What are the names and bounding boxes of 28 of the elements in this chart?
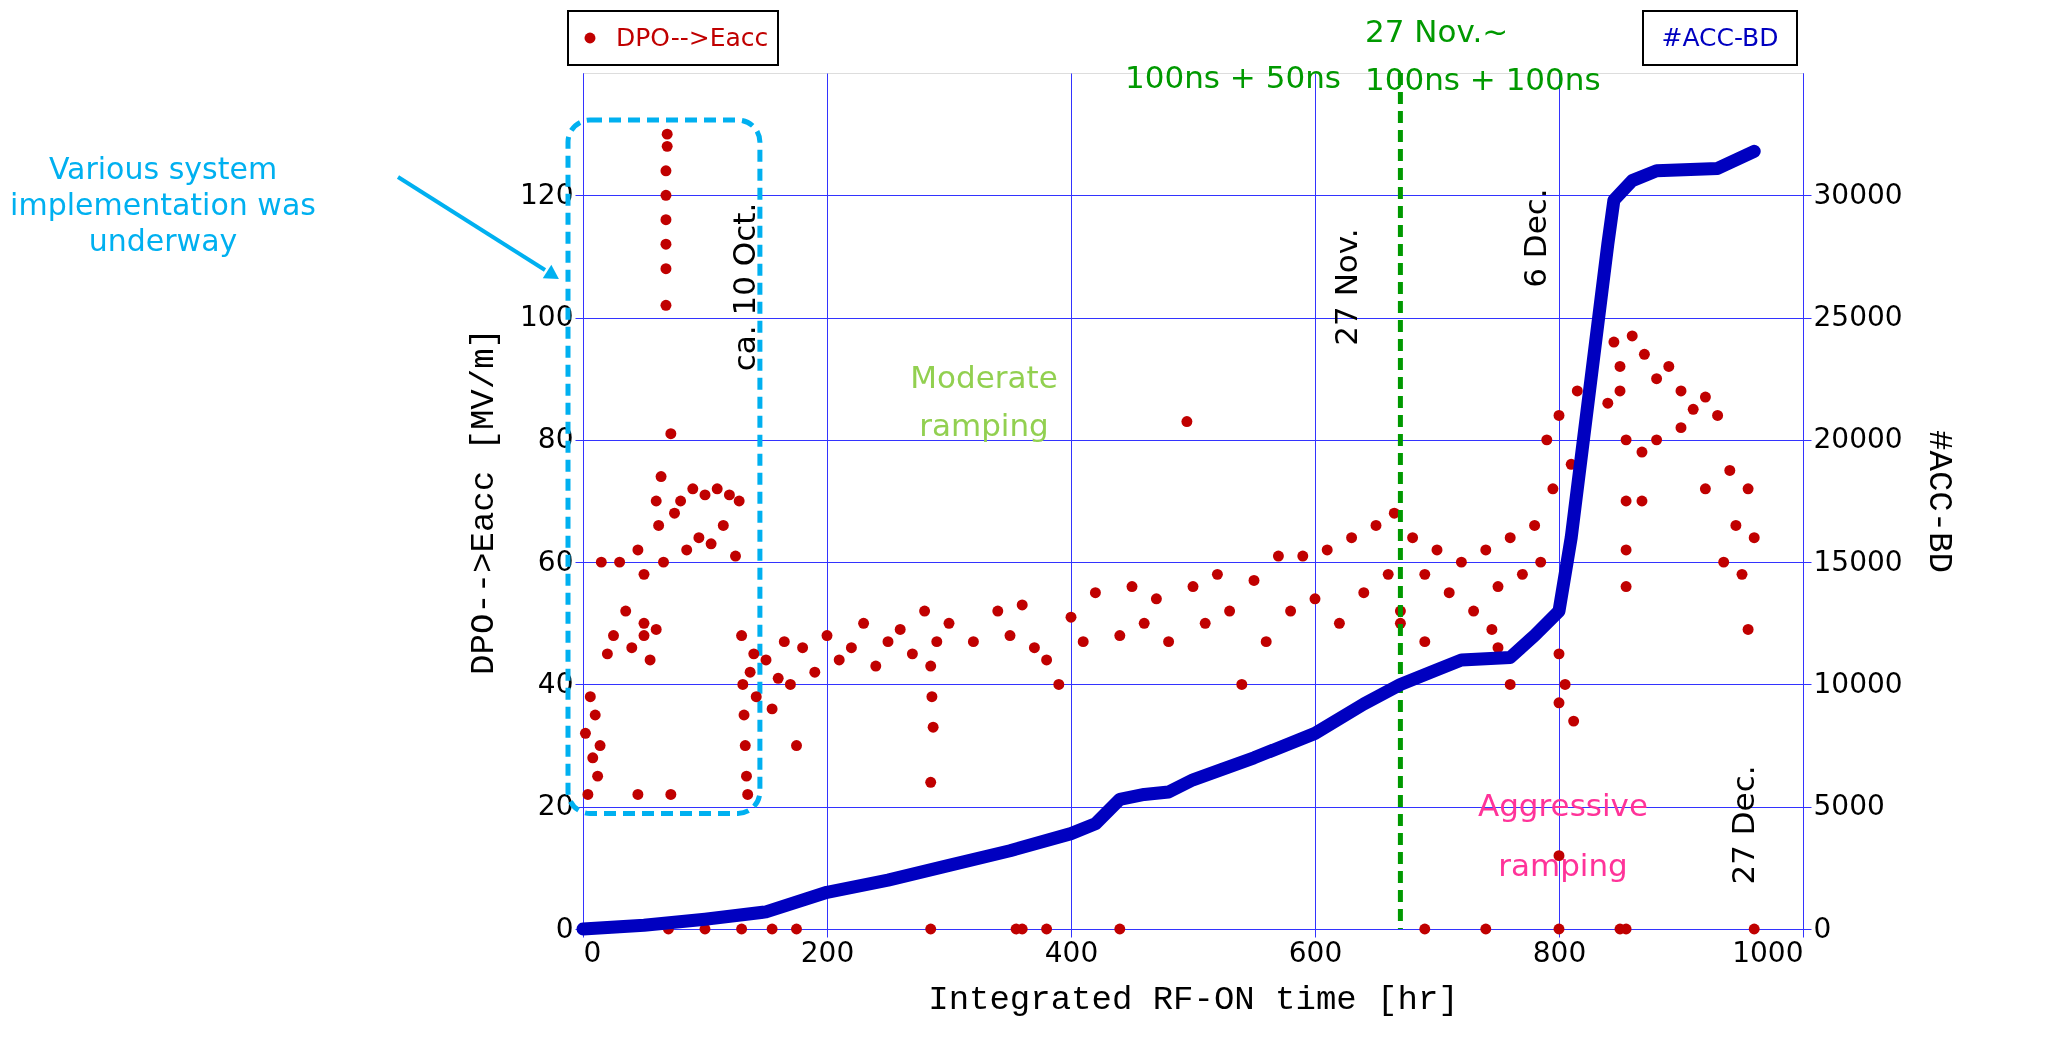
annotation: 27 Dec. (1725, 765, 1761, 885)
y2-tick-label: 0 (1813, 911, 1832, 945)
annotation: Moderate ramping (910, 359, 1058, 443)
annotation: 27 Nov. (1328, 228, 1364, 346)
x-tick-label: 200 (800, 935, 855, 969)
x-tick-label: 800 (1532, 935, 1587, 969)
annotation: 6 Dec. (1517, 188, 1553, 288)
y2-tick-label: 5000 (1813, 789, 1885, 823)
text: #ACC-BD (1661, 23, 1779, 52)
y2-tick-label: 25000 (1813, 300, 1903, 334)
x-tick-label: 0 (583, 935, 602, 969)
y2-tick-label: 15000 (1813, 544, 1903, 578)
annotation: ca. 10 Oct. (726, 202, 762, 372)
y-axis-title: DPO-->Eacc [MV/m] (465, 328, 504, 675)
y2-tick-label: 10000 (1813, 666, 1903, 700)
y2-tick-label: 20000 (1813, 422, 1903, 456)
x-axis-title: Integrated RF-ON time [hr] (928, 980, 1459, 1019)
y-tick-label: 20 (537, 789, 574, 823)
x-tick-label: 400 (1044, 935, 1099, 969)
legend-label: DPO-->Eacc (616, 23, 769, 52)
x-tick-label: 1000 (1732, 935, 1804, 969)
y2-tick-label: 30000 (1813, 177, 1903, 211)
y-tick-label: 100 (520, 300, 574, 334)
text: Various system implementation was underway (10, 151, 316, 258)
annotation: 100ns + 50ns (1125, 59, 1341, 95)
y-tick-label: 0 (555, 911, 574, 945)
y2-axis-title: #ACC-BD (1919, 430, 1958, 573)
x-tick-label: 600 (1288, 935, 1343, 969)
